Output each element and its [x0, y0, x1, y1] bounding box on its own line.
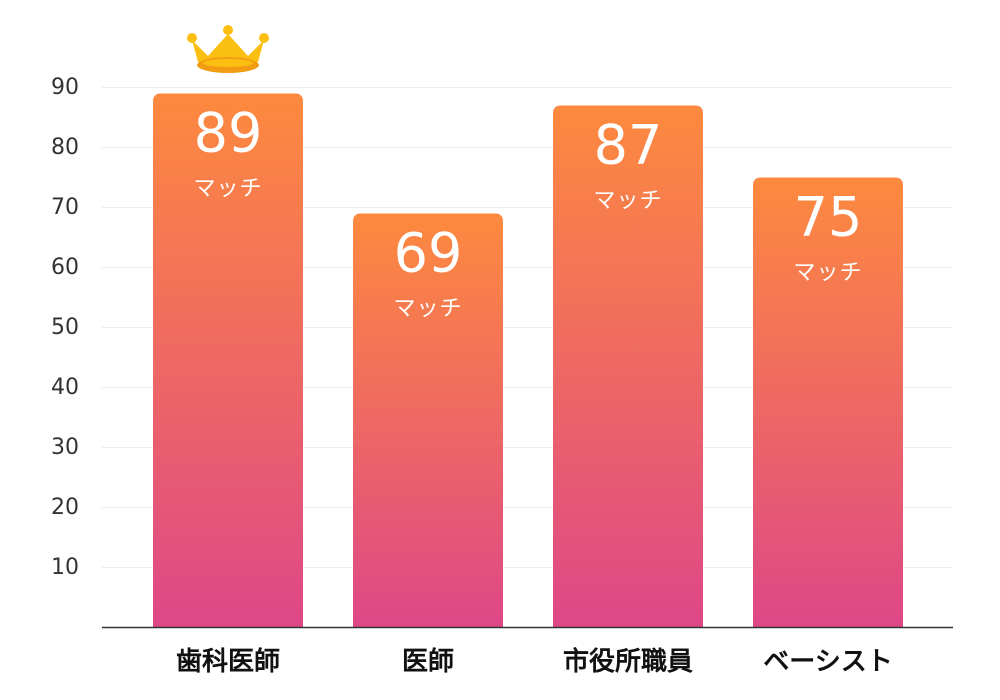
- crown-base-highlight: [203, 59, 253, 67]
- bar: [153, 93, 303, 628]
- bar-value-label: 87: [594, 114, 663, 177]
- y-tick-label: 60: [51, 255, 79, 280]
- y-tick-label: 40: [51, 375, 79, 400]
- bar-unit-label: マッチ: [793, 261, 862, 286]
- y-tick-label: 50: [51, 315, 79, 340]
- bar-value-label: 89: [194, 102, 263, 165]
- x-tick-label: ベーシスト: [763, 647, 892, 677]
- y-tick-label: 70: [51, 195, 79, 220]
- bar: [753, 177, 903, 628]
- crown-body: [192, 34, 264, 62]
- crown-tip: [187, 33, 197, 43]
- x-tick-label: 医師: [402, 647, 454, 677]
- crown-icon: [187, 25, 269, 73]
- y-tick-label: 30: [51, 435, 79, 460]
- bar: [553, 105, 703, 628]
- bar-unit-label: マッチ: [593, 189, 662, 214]
- y-tick-label: 10: [51, 555, 79, 580]
- bar-value-label: 69: [394, 222, 463, 285]
- bar-value-label: 75: [794, 186, 863, 249]
- bar-labels: 89 マッチ 69 マッチ 87 マッチ 75 マッチ: [193, 102, 862, 322]
- x-tick-label: 市役所職員: [563, 646, 693, 677]
- bar-unit-label: マッチ: [193, 177, 262, 202]
- y-tick-label: 80: [51, 135, 79, 160]
- crown-tip: [259, 33, 269, 43]
- bar: [353, 213, 503, 628]
- y-tick-label: 90: [51, 75, 79, 100]
- x-tick-label: 歯科医師: [176, 647, 280, 677]
- bar-unit-label: マッチ: [393, 297, 462, 322]
- y-axis-ticks: 10 20 30 40 50 60 70 80 90: [51, 75, 79, 580]
- crown-tip: [223, 25, 233, 35]
- y-tick-label: 20: [51, 495, 79, 520]
- x-axis-ticks: 歯科医師 医師 市役所職員 ベーシスト: [176, 646, 893, 677]
- bars: [153, 93, 903, 628]
